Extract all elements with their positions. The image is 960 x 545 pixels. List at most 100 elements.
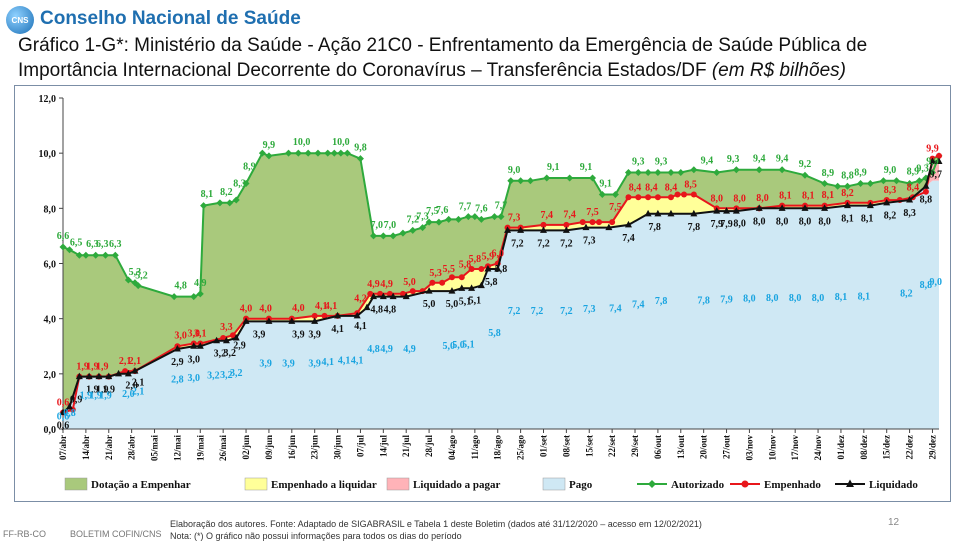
legend-label: Liquidado a pagar bbox=[413, 479, 501, 491]
empenhado-point bbox=[645, 194, 652, 201]
empenhado-point bbox=[936, 152, 942, 159]
autorizado-point bbox=[101, 251, 109, 259]
data-label-liquidado: 2,9 bbox=[233, 340, 246, 351]
data-label-autorizado: 8,9 bbox=[243, 161, 256, 172]
liquidado-point bbox=[468, 284, 476, 291]
data-label-autorizado: 10,0 bbox=[293, 137, 311, 148]
data-label-empenhado: 8,5 bbox=[684, 180, 697, 191]
legend-marker bbox=[648, 480, 656, 488]
data-label-autorizado: 7,7 bbox=[459, 202, 472, 213]
autorizado-point bbox=[906, 180, 914, 188]
data-label-autorizado: 6,6 bbox=[57, 231, 70, 242]
data-label-pago: 3,2 bbox=[220, 370, 233, 381]
data-label-autorizado: 6,3 bbox=[109, 239, 122, 250]
empenhado-point bbox=[468, 266, 475, 273]
liquidado-point bbox=[265, 317, 273, 324]
autorizado-point bbox=[232, 196, 240, 204]
liquidado-point bbox=[713, 207, 721, 214]
data-label-autorizado: 7,7 bbox=[495, 201, 508, 212]
autorizado-point bbox=[801, 171, 809, 179]
data-label-liquidado: 8,1 bbox=[841, 214, 854, 225]
liquidado-point bbox=[242, 317, 250, 324]
data-label-liquidado: 5,1 bbox=[469, 295, 482, 306]
data-label-liquidado: 0,6 bbox=[57, 420, 70, 431]
liquidado-point bbox=[906, 196, 914, 203]
autorizado-line bbox=[62, 151, 940, 298]
empenhado-point bbox=[399, 290, 406, 297]
data-label-pago: 9,0 bbox=[929, 277, 942, 288]
data-label-liquidado: 8,0 bbox=[776, 216, 789, 227]
liquidado-point bbox=[85, 372, 93, 380]
x-tick-label: 18/ago bbox=[493, 435, 503, 461]
data-label-pago: 3,0 bbox=[187, 373, 200, 384]
autorizado-point bbox=[285, 149, 293, 157]
empenhado-point bbox=[667, 194, 674, 201]
empenhado-point bbox=[563, 221, 570, 228]
liquidado-point bbox=[105, 372, 113, 380]
autorizado-point bbox=[75, 251, 83, 259]
data-label-autorizado: 9,3 bbox=[655, 156, 668, 167]
x-tick-label: 05/mai bbox=[150, 435, 160, 461]
autorizado-point bbox=[330, 149, 338, 157]
data-label-autorizado: 7,6 bbox=[436, 205, 449, 216]
footer-bulletin: BOLETIM COFIN/CNS bbox=[70, 529, 162, 539]
data-label-liquidado: 0,9 bbox=[70, 395, 83, 406]
y-tick-label: 10,0 bbox=[39, 149, 57, 160]
data-label-empenhado: 8,2 bbox=[841, 188, 854, 199]
liquidado-point bbox=[778, 204, 786, 211]
autorizado-point bbox=[893, 177, 901, 185]
data-label-pago: 8,2 bbox=[900, 288, 913, 299]
data-label-pago: 7,2 bbox=[531, 306, 544, 317]
chart-frame: 0,0 2,0 4,0 6,0 8,0 10,0 12,0 07/abr 14/abr 21/ab… bbox=[14, 85, 951, 502]
autorizado-point bbox=[111, 251, 119, 259]
data-label-pago: 4,8 bbox=[367, 344, 380, 355]
autorizado-point bbox=[92, 251, 100, 259]
legend-label: Dotação a Empenhar bbox=[91, 479, 191, 491]
data-label-pago: 8,0 bbox=[766, 293, 779, 304]
empenhado-point bbox=[448, 274, 455, 281]
liquidado-point bbox=[504, 226, 512, 233]
data-label-autorizado: 9,3 bbox=[632, 156, 645, 167]
autorizado-point bbox=[517, 177, 525, 185]
autorizado-point bbox=[425, 218, 433, 226]
liquidado-point bbox=[928, 157, 936, 164]
liquidado-point bbox=[222, 336, 230, 344]
data-label-empenhado: 8,3 bbox=[884, 185, 897, 196]
liquidado-point bbox=[517, 226, 525, 233]
data-label-autorizado: 7,3 bbox=[416, 212, 429, 223]
data-label-pago: 0,6 bbox=[57, 411, 70, 422]
data-label-empenhado: 4,0 bbox=[259, 304, 272, 315]
autorizado-point bbox=[124, 276, 132, 284]
data-label-pago: 8,1 bbox=[858, 291, 871, 302]
data-label-empenhado: 7,5 bbox=[586, 207, 599, 218]
data-label-empenhado: 3,0 bbox=[174, 331, 187, 342]
data-label-liquidado: 8,8 bbox=[920, 194, 933, 205]
x-tick-label: 17/nov bbox=[790, 435, 800, 461]
data-label-pago: 8,0 bbox=[743, 294, 756, 305]
empenhado-point bbox=[922, 188, 929, 195]
data-label-liquidado: 2,9 bbox=[171, 357, 184, 368]
data-label-pago: 7,4 bbox=[632, 299, 645, 310]
autorizado-point bbox=[732, 166, 740, 174]
autorizado-point bbox=[419, 224, 427, 232]
data-label-empenhado: 4,0 bbox=[292, 303, 305, 314]
data-label-empenhado: 2,1 bbox=[129, 356, 142, 367]
liquidado-point bbox=[477, 281, 485, 289]
data-label-autorizado: 7,6 bbox=[475, 203, 488, 214]
data-label-autorizado: 9,9 bbox=[926, 156, 939, 167]
data-label-liquidado: 3,9 bbox=[292, 329, 305, 340]
data-label-autorizado: 9,1 bbox=[547, 162, 560, 173]
data-label-empenhado: 5,8 bbox=[469, 254, 482, 265]
data-label-liquidado: 5,8 bbox=[485, 277, 498, 288]
liquidado-point bbox=[562, 226, 570, 233]
data-label-pago: 4,9 bbox=[380, 344, 393, 355]
x-tick-label: 16/jun bbox=[287, 435, 297, 460]
legend-swatch bbox=[542, 477, 566, 491]
liquidado-point bbox=[723, 207, 731, 214]
data-label-empenhado: 9,9 bbox=[926, 144, 939, 155]
x-tick-label: 23/jun bbox=[310, 435, 320, 460]
footer-note: Nota: (*) O gráfico não possui informaçõ… bbox=[170, 531, 462, 541]
autorizado-point bbox=[857, 180, 865, 188]
data-label-liquidado: 7,8 bbox=[648, 222, 661, 233]
data-label-liquidado: 5,0 bbox=[423, 299, 436, 310]
